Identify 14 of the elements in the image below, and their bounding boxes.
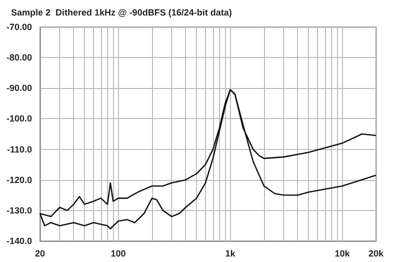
- y-tick-label: -70.00: [6, 22, 32, 32]
- x-tick-label: 1k: [225, 248, 236, 258]
- x-tick-label: 20k: [368, 248, 384, 258]
- y-tick-label: -90.00: [6, 83, 32, 94]
- y-tick-label: -80.00: [6, 52, 32, 63]
- y-tick-label: -110.0: [6, 144, 32, 154]
- x-tick-label: 100: [110, 248, 126, 258]
- y-tick-label: -120.0: [6, 174, 32, 185]
- chart-title: Sample 2 Dithered 1kHz @ -90dBFS (16/24-bit data): [11, 8, 232, 18]
- y-tick-label: -140.0: [6, 236, 32, 246]
- x-tick-label: 20: [34, 248, 46, 258]
- y-tick-label: -100.0: [6, 114, 32, 124]
- y-tick-label: -130.0: [6, 205, 32, 216]
- x-tick-label: 10k: [334, 248, 351, 258]
